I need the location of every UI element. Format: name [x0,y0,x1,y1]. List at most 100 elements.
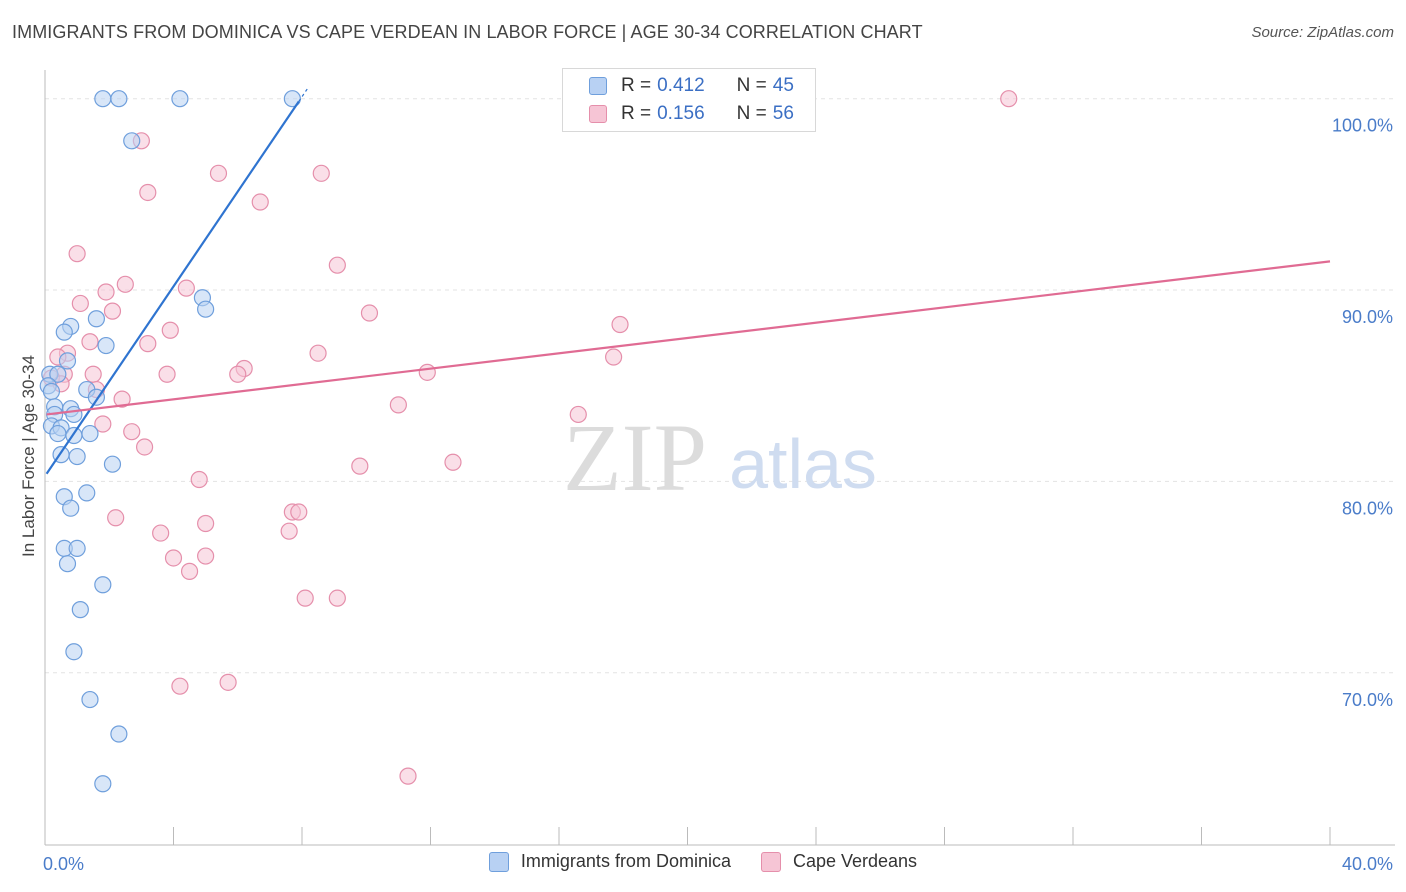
legend-n-value: 56 [772,103,794,124]
legend-row-dominica: R = 0.412 N = 45 [589,73,794,99]
trend-line-dominica-extension [298,86,309,102]
point-cape-verdeans [280,522,298,540]
legend-label-cape-verdeans: Cape Verdeans [792,851,918,871]
point-cape-verdeans [296,589,314,607]
point-cape-verdeans [81,333,99,351]
point-cape-verdeans [605,348,623,366]
point-dominica [81,424,99,443]
legend-label-dominica: Immigrants from Dominica [520,851,731,871]
point-cape-verdeans [389,396,407,414]
watermark: ZIP atlas [563,404,877,511]
point-cape-verdeans [197,547,215,565]
series-cape-verdeans [42,90,1018,785]
legend-item-dominica[interactable]: Immigrants from Dominica [488,851,731,872]
y-tick-label: 100.0% [1332,116,1393,136]
point-dominica [65,405,83,424]
point-dominica [81,690,99,709]
point-cape-verdeans [103,302,122,320]
legend-row-cape-verdeans: R = 0.156 N = 56 [589,101,794,127]
point-dominica [110,725,128,743]
legend-swatch-blue [589,77,607,95]
point-cape-verdeans [251,193,269,211]
point-cape-verdeans [351,457,369,475]
point-dominica [123,132,141,150]
watermark-zip: ZIP [563,404,707,511]
stats-legend: R = 0.412 N = 45 R = 0.156 N = 56 [562,68,816,132]
point-dominica [42,382,61,401]
point-cape-verdeans [94,415,112,433]
point-cape-verdeans [309,344,327,362]
legend-swatch-blue [488,851,509,872]
trend-line-cape-verdeans [46,260,1331,416]
point-dominica [103,455,122,473]
point-dominica [110,90,128,108]
point-cape-verdeans [139,183,157,202]
point-cape-verdeans [68,245,86,263]
point-dominica [171,90,189,108]
y-axis-label: In Labor Force | Age 30-34 [19,355,38,557]
point-cape-verdeans [107,509,125,527]
point-dominica [283,90,301,108]
point-cape-verdeans [399,767,417,785]
point-cape-verdeans [113,390,131,408]
point-dominica [68,447,86,466]
point-cape-verdeans [180,562,199,580]
point-cape-verdeans [123,423,141,441]
legend-item-cape-verdeans[interactable]: Cape Verdeans [760,851,918,872]
point-dominica [62,499,80,517]
point-cape-verdeans [418,363,436,381]
point-dominica [68,539,86,557]
point-cape-verdeans [84,365,102,383]
point-cape-verdeans [135,438,154,456]
point-cape-verdeans [611,315,629,334]
point-dominica [97,336,115,355]
point-dominica [49,365,67,383]
point-cape-verdeans [229,365,247,383]
point-dominica [87,310,106,328]
axes [44,70,1395,846]
legend-r-label: R = [621,75,652,96]
point-dominica [197,300,215,318]
point-dominica [58,555,77,573]
point-cape-verdeans [312,164,330,182]
watermark-atlas: atlas [729,425,877,503]
point-dominica [94,775,112,793]
point-dominica [58,352,77,370]
chart-title: IMMIGRANTS FROM DOMINICA VS CAPE VERDEAN… [12,22,923,42]
legend-r-value: 0.412 [657,75,705,96]
point-cape-verdeans [116,275,134,293]
x-tick-label: 40.0% [1342,854,1393,874]
point-dominica [94,576,112,594]
point-dominica [94,90,112,108]
point-cape-verdeans [569,405,587,424]
point-cape-verdeans [1000,90,1018,108]
point-cape-verdeans [139,335,157,353]
legend-r-label: R = [621,103,652,124]
y-tick-label: 70.0% [1342,690,1393,710]
point-cape-verdeans [161,321,179,339]
point-cape-verdeans [290,503,308,521]
point-dominica [49,424,67,443]
trend-lines [45,86,1331,475]
x-tick-label: 0.0% [43,854,84,874]
point-cape-verdeans [197,514,215,533]
point-cape-verdeans [158,365,176,383]
legend-swatch-pink [760,851,781,872]
point-cape-verdeans [219,673,237,691]
legend-n-label: N = [736,75,767,96]
point-cape-verdeans [164,549,183,567]
point-cape-verdeans [97,283,115,301]
gridlines [45,98,1395,674]
point-cape-verdeans [328,256,346,274]
tick-labels: 70.0% 80.0% 90.0% 100.0% 0.0% 40.0% [43,116,1393,874]
point-cape-verdeans [71,294,89,313]
point-dominica [78,484,96,502]
point-cape-verdeans [177,279,195,297]
point-cape-verdeans [360,304,379,322]
legend-n-label: N = [736,103,767,124]
point-cape-verdeans [209,164,228,182]
legend-swatch-pink [589,105,607,123]
point-dominica [65,643,83,661]
point-cape-verdeans [444,453,462,471]
